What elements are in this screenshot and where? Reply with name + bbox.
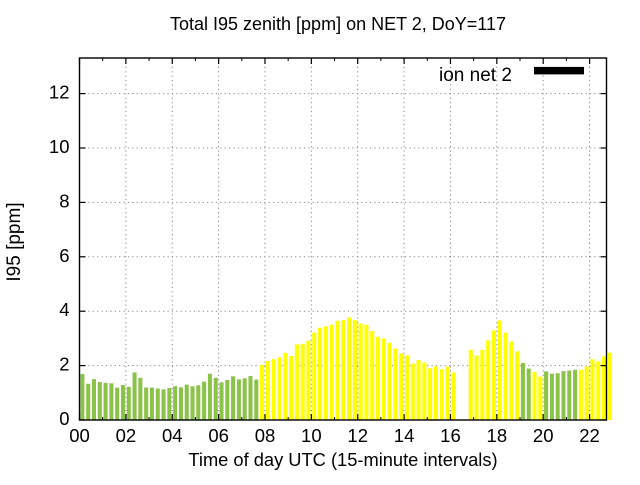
svg-text:18: 18	[487, 425, 508, 446]
svg-text:22: 22	[579, 425, 600, 446]
svg-text:08: 08	[255, 425, 276, 446]
svg-text:Total I95 zenith [ppm] on NET: Total I95 zenith [ppm] on NET 2, DoY=117	[170, 14, 506, 34]
svg-text:12: 12	[347, 425, 368, 446]
svg-text:I95 [ppm]: I95 [ppm]	[4, 202, 25, 281]
svg-text:Time of day UTC (15-minute int: Time of day UTC (15-minute intervals)	[188, 449, 497, 470]
svg-text:20: 20	[533, 425, 554, 446]
svg-text:00: 00	[69, 425, 90, 446]
svg-text:12: 12	[49, 82, 70, 103]
svg-text:8: 8	[59, 190, 69, 211]
svg-text:6: 6	[59, 245, 69, 266]
svg-text:0: 0	[59, 408, 69, 429]
svg-text:ion net 2: ion net 2	[439, 65, 512, 86]
svg-text:4: 4	[59, 299, 69, 320]
svg-text:02: 02	[116, 425, 137, 446]
svg-text:16: 16	[440, 425, 461, 446]
svg-text:10: 10	[49, 136, 70, 157]
svg-text:10: 10	[301, 425, 322, 446]
svg-text:2: 2	[59, 354, 69, 375]
svg-text:06: 06	[208, 425, 229, 446]
svg-text:04: 04	[162, 425, 183, 446]
svg-text:14: 14	[394, 425, 415, 446]
